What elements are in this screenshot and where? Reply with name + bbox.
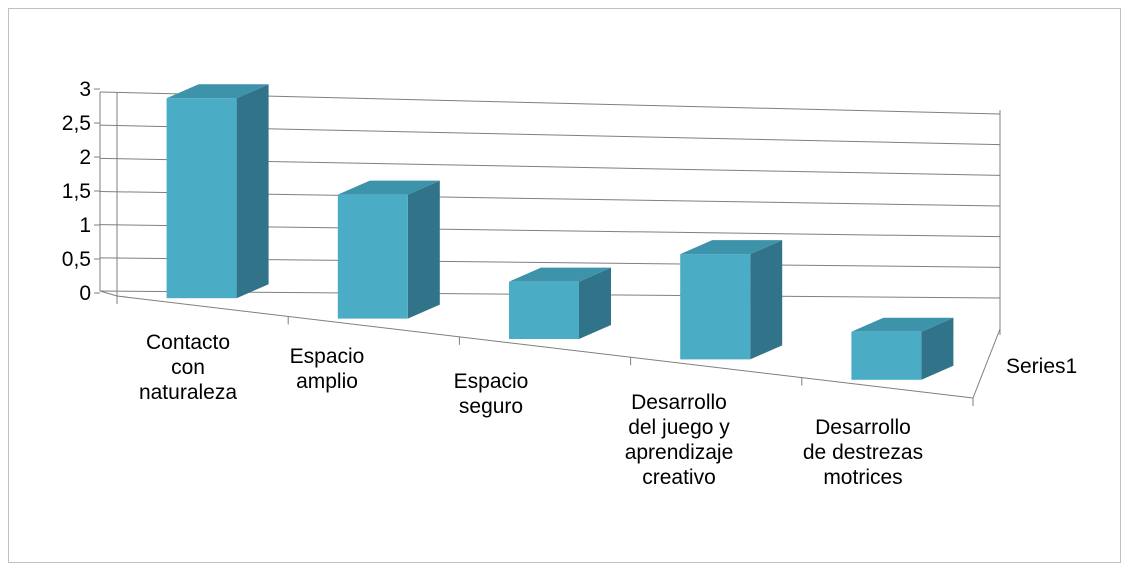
x-category-label: Espacio amplio [290, 345, 365, 393]
bar [509, 267, 611, 339]
bar-side [407, 180, 440, 319]
y-tick-label: 0 [79, 282, 91, 305]
bar-top [166, 84, 269, 99]
floor-right-edge [972, 328, 1001, 399]
bar-top [509, 267, 611, 282]
label-layer: 0 0,5 1 1,5 2 2,5 3 Contacto con naturaleza Espaci… [62, 78, 923, 489]
x-axis-line [116, 295, 974, 399]
y-tick-label: 1,5 [62, 180, 91, 203]
bar-front [166, 98, 237, 299]
x-category-label: Desarrollo del juego y aprendizaje creativo [625, 391, 734, 489]
bar-layer [166, 84, 954, 380]
bar [680, 240, 783, 360]
x-category-label: Desarrollo de destrezas motrices [803, 416, 923, 489]
bar-side [236, 84, 269, 299]
bar-side [579, 267, 611, 339]
y-tick-label: 3 [79, 78, 91, 101]
y-tick-label: 0,5 [62, 248, 91, 271]
x-category-label: Espacio seguro [454, 370, 529, 418]
y-tick-label: 2 [79, 146, 91, 169]
bar-side [750, 240, 783, 360]
floor-left-edge [99, 290, 118, 297]
bar-top [337, 180, 440, 195]
bar-front [680, 254, 751, 360]
bar-top [851, 317, 954, 332]
bar [851, 317, 954, 380]
bar [337, 180, 440, 319]
x-category-label: Contacto con naturaleza [139, 331, 237, 404]
bar-top [680, 240, 783, 255]
bar-front [337, 194, 408, 319]
bar [166, 84, 269, 299]
legend-series-label: Series1 [1006, 355, 1077, 378]
bar-front [851, 331, 922, 380]
y-tick-label: 1 [79, 214, 91, 237]
bar-front [509, 281, 579, 339]
y-tick-label: 2,5 [62, 112, 91, 135]
axis-layer [94, 88, 1001, 406]
bar-side [921, 317, 954, 380]
